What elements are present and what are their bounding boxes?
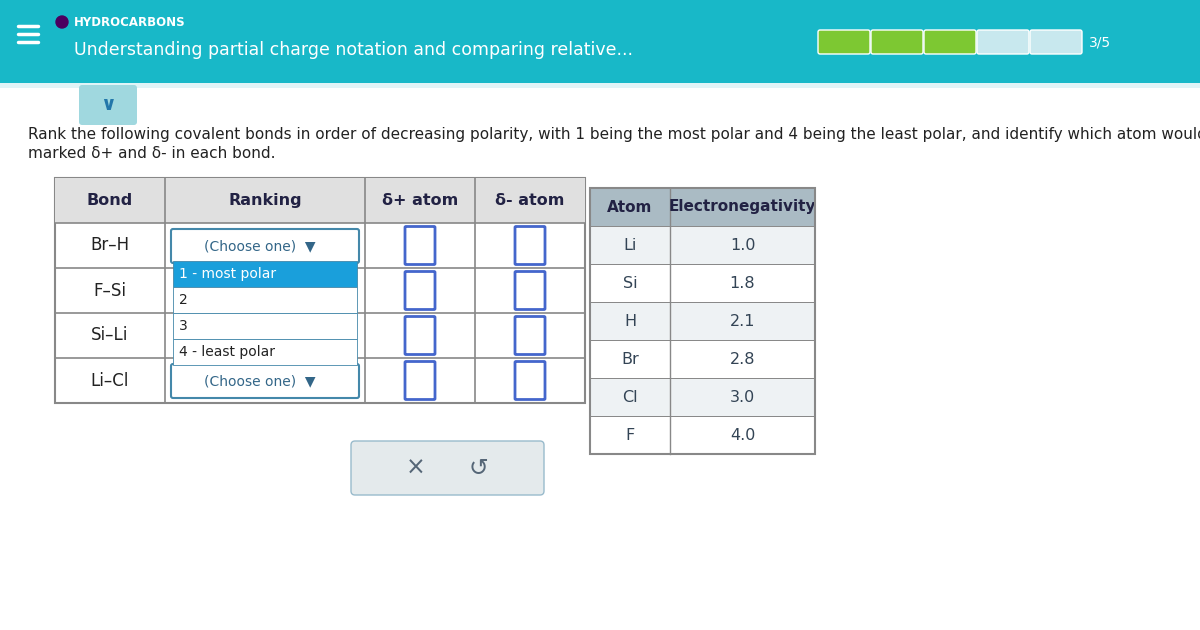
Bar <box>590 188 815 226</box>
Text: 3/5: 3/5 <box>1090 35 1111 49</box>
Text: Li–Cl: Li–Cl <box>91 372 130 389</box>
Bar <box>0 88 1200 630</box>
FancyBboxPatch shape <box>515 316 545 355</box>
Bar <box>590 378 815 416</box>
Text: (Choose one)  ▼: (Choose one) ▼ <box>204 374 316 388</box>
Text: 1.0: 1.0 <box>730 238 755 253</box>
Text: δ+ atom: δ+ atom <box>382 193 458 208</box>
Text: 1 - most polar: 1 - most polar <box>179 267 276 281</box>
Text: F: F <box>625 428 635 442</box>
Text: H: H <box>624 314 636 328</box>
Text: 4.0: 4.0 <box>730 428 755 442</box>
Bar <box>173 339 358 365</box>
Bar <box>590 188 815 454</box>
Text: marked δ+ and δ- in each bond.: marked δ+ and δ- in each bond. <box>28 147 276 161</box>
Text: Li: Li <box>623 238 637 253</box>
Text: Cl: Cl <box>622 389 638 404</box>
FancyBboxPatch shape <box>818 30 870 54</box>
Text: Si: Si <box>623 275 637 290</box>
Text: 2.8: 2.8 <box>730 352 755 367</box>
Text: ∨: ∨ <box>100 96 116 115</box>
Text: Ranking: Ranking <box>228 193 302 208</box>
Text: 3.0: 3.0 <box>730 389 755 404</box>
Bar <box>590 302 815 340</box>
FancyBboxPatch shape <box>515 362 545 399</box>
Text: Si–Li: Si–Li <box>91 326 128 345</box>
Bar <box>0 0 1200 83</box>
Text: ↺: ↺ <box>469 456 488 480</box>
Bar <box>590 264 815 302</box>
Text: Br: Br <box>622 352 638 367</box>
FancyBboxPatch shape <box>406 227 436 265</box>
Text: F–Si: F–Si <box>94 282 126 299</box>
Text: 4 - least polar: 4 - least polar <box>179 345 275 359</box>
FancyBboxPatch shape <box>924 30 976 54</box>
Text: Rank the following covalent bonds in order of decreasing polarity, with 1 being : Rank the following covalent bonds in ord… <box>28 127 1200 142</box>
Text: HYDROCARBONS: HYDROCARBONS <box>74 16 186 28</box>
Text: 1.8: 1.8 <box>730 275 755 290</box>
Bar <box>590 226 815 264</box>
Bar <box>173 313 358 339</box>
Text: ×: × <box>406 456 426 480</box>
Bar <box>0 83 1200 88</box>
Text: 2: 2 <box>179 293 187 307</box>
Text: 2.1: 2.1 <box>730 314 755 328</box>
Bar <box>55 178 586 403</box>
Bar <box>590 340 815 378</box>
Bar <box>590 188 815 454</box>
FancyBboxPatch shape <box>1030 30 1082 54</box>
Circle shape <box>56 16 68 28</box>
FancyBboxPatch shape <box>515 272 545 309</box>
Text: Atom: Atom <box>607 200 653 214</box>
Text: Understanding partial charge notation and comparing relative...: Understanding partial charge notation an… <box>74 41 634 59</box>
FancyBboxPatch shape <box>79 85 137 125</box>
Text: 3: 3 <box>179 319 187 333</box>
FancyBboxPatch shape <box>515 227 545 265</box>
FancyBboxPatch shape <box>172 229 359 263</box>
FancyBboxPatch shape <box>352 441 544 495</box>
Text: (Choose one)  ▼: (Choose one) ▼ <box>204 239 316 253</box>
Bar <box>590 416 815 454</box>
FancyBboxPatch shape <box>406 316 436 355</box>
Bar <box>173 287 358 313</box>
Bar <box>55 178 586 223</box>
Text: δ- atom: δ- atom <box>496 193 565 208</box>
FancyBboxPatch shape <box>406 362 436 399</box>
FancyBboxPatch shape <box>406 272 436 309</box>
FancyBboxPatch shape <box>977 30 1030 54</box>
Text: Electronegativity: Electronegativity <box>668 200 816 214</box>
FancyBboxPatch shape <box>172 364 359 398</box>
Text: Bond: Bond <box>86 193 133 208</box>
Bar <box>173 261 358 287</box>
FancyBboxPatch shape <box>871 30 923 54</box>
Text: Br–H: Br–H <box>90 236 130 255</box>
